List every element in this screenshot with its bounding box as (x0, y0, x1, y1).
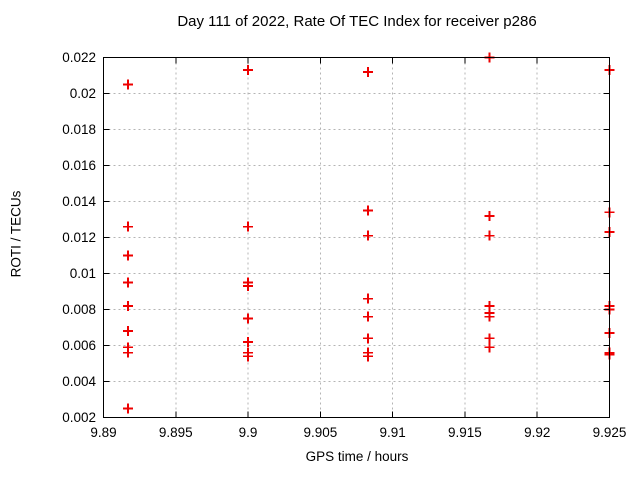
data-point (363, 351, 374, 362)
data-point (484, 333, 495, 344)
data-point (123, 403, 134, 414)
x-axis-label: GPS time / hours (305, 449, 409, 464)
y-tick-label: 0.01 (70, 266, 96, 281)
data-point (123, 79, 134, 90)
data-point (243, 351, 254, 362)
y-tick-label: 0.018 (62, 122, 96, 137)
data-point (363, 230, 374, 241)
data-point (243, 281, 254, 292)
data-point (243, 221, 254, 232)
data-point (123, 347, 134, 358)
data-point (123, 221, 134, 232)
data-point (484, 210, 495, 221)
x-tick-label: 9.9 (239, 425, 258, 440)
data-point (243, 65, 254, 76)
y-tick-label: 0.016 (62, 158, 96, 173)
x-tick-label: 9.91 (380, 425, 406, 440)
y-tick-label: 0.02 (70, 86, 96, 101)
y-tick-label: 0.022 (62, 50, 96, 65)
y-tick-label: 0.012 (62, 230, 96, 245)
y-tick-label: 0.002 (62, 410, 96, 425)
data-point (363, 205, 374, 216)
data-point (363, 333, 374, 344)
chart-title: Day 111 of 2022, Rate Of TEC Index for r… (177, 13, 537, 30)
data-point (123, 277, 134, 288)
data-point (123, 250, 134, 261)
y-tick-label: 0.014 (62, 194, 96, 209)
y-tick-label: 0.008 (62, 302, 96, 317)
data-point (363, 311, 374, 322)
data-point (363, 66, 374, 77)
x-tick-label: 9.89 (90, 425, 116, 440)
data-point (243, 313, 254, 324)
data-point (243, 336, 254, 347)
y-tick-label: 0.004 (62, 374, 96, 389)
y-tick-label: 0.006 (62, 338, 96, 353)
data-point (123, 326, 134, 337)
x-tick-label: 9.925 (593, 425, 627, 440)
x-tick-label: 9.905 (303, 425, 337, 440)
x-tick-label: 9.915 (448, 425, 482, 440)
x-tick-label: 9.895 (159, 425, 193, 440)
x-tick-label: 9.92 (524, 425, 550, 440)
data-point (484, 342, 495, 353)
data-point (123, 300, 134, 311)
data-point (363, 293, 374, 304)
data-point (484, 311, 495, 322)
data-point (484, 230, 495, 241)
